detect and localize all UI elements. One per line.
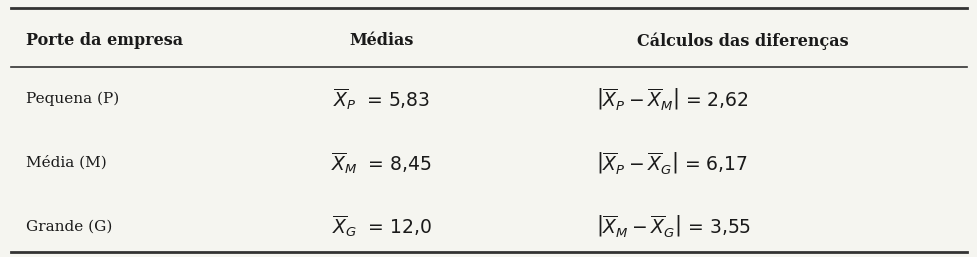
Text: Pequena (P): Pequena (P) [25, 92, 119, 106]
Text: Média (M): Média (M) [25, 156, 106, 170]
Text: $\overline{X}_{P}\;$ = 5,83: $\overline{X}_{P}\;$ = 5,83 [333, 86, 430, 112]
Text: $\left|\overline{X}_{P} - \overline{X}_{G}\right|$ = 6,17: $\left|\overline{X}_{P} - \overline{X}_{… [596, 150, 747, 176]
Text: $\overline{X}_{G}\;$ = 12,0: $\overline{X}_{G}\;$ = 12,0 [331, 213, 431, 239]
Text: $\overline{X}_{M}\;$ = 8,45: $\overline{X}_{M}\;$ = 8,45 [331, 150, 432, 176]
Text: Médias: Médias [349, 32, 413, 49]
Text: $\left|\overline{X}_{P} - \overline{X}_{M}\right|$ = 2,62: $\left|\overline{X}_{P} - \overline{X}_{… [596, 86, 748, 112]
Text: Grande (G): Grande (G) [25, 219, 112, 233]
Text: Cálculos das diferenças: Cálculos das diferenças [636, 32, 847, 50]
Text: Porte da empresa: Porte da empresa [25, 32, 183, 49]
Text: $\left|\overline{X}_{M} - \overline{X}_{G}\right|$ = 3,55: $\left|\overline{X}_{M} - \overline{X}_{… [596, 213, 750, 239]
